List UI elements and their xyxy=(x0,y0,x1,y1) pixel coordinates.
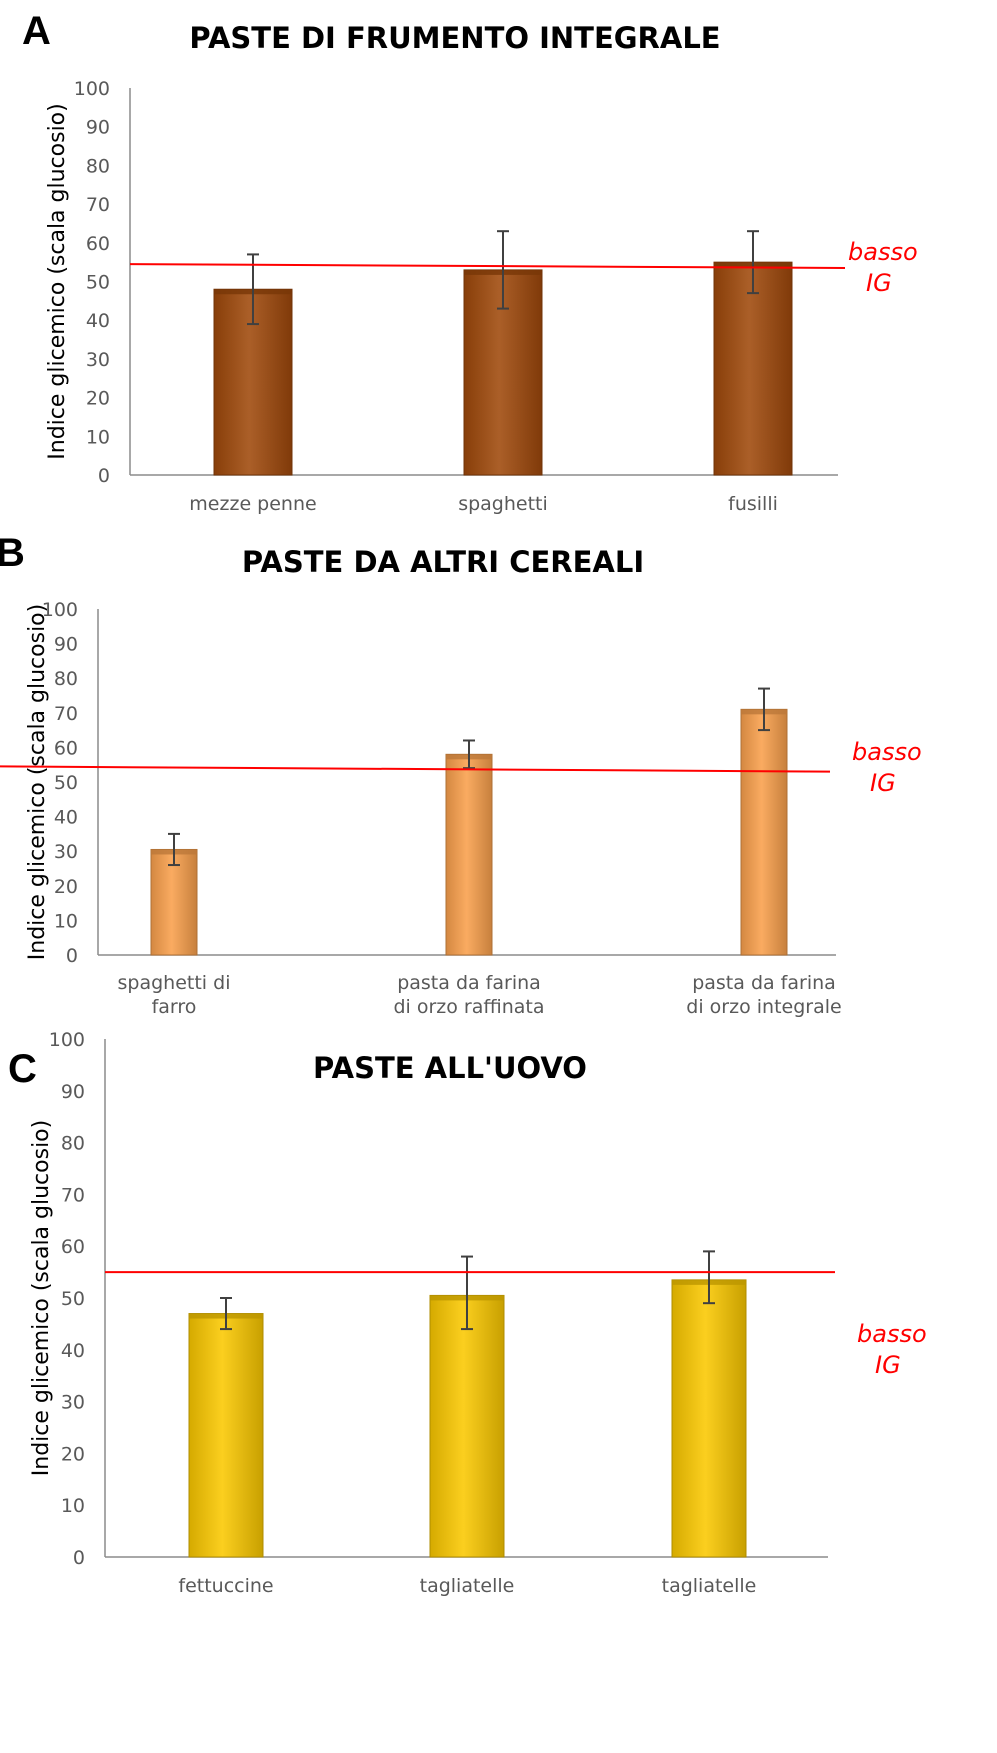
y-tick-label: 30 xyxy=(61,1392,85,1414)
category-label: mezze penne xyxy=(189,493,316,515)
y-tick-label: 20 xyxy=(86,388,110,410)
y-tick-label: 70 xyxy=(61,1184,85,1206)
reference-label: basso xyxy=(852,738,922,766)
bar xyxy=(740,708,788,956)
panel-letter: B xyxy=(0,531,25,575)
y-tick-label: 40 xyxy=(86,310,110,332)
y-tick-label: 30 xyxy=(86,349,110,371)
bar xyxy=(671,1279,747,1558)
y-tick-label: 0 xyxy=(66,945,78,967)
category-label: farro xyxy=(152,996,197,1018)
y-tick-label: 0 xyxy=(73,1547,85,1569)
y-tick-label: 0 xyxy=(98,465,110,487)
chart-title: PASTE DA ALTRI CEREALI xyxy=(242,545,644,579)
panel-letter: C xyxy=(8,1047,37,1091)
category-label: di orzo raffinata xyxy=(393,996,544,1018)
reference-label: IG xyxy=(866,269,892,297)
bar xyxy=(445,753,493,956)
y-tick-label: 100 xyxy=(42,599,78,621)
y-tick-label: 30 xyxy=(54,841,78,863)
y-tick-label: 100 xyxy=(74,78,110,100)
y-tick-label: 50 xyxy=(86,272,110,294)
reference-line xyxy=(129,263,846,269)
reference-label: IG xyxy=(870,769,896,797)
reference-label: basso xyxy=(857,1320,927,1348)
chart-panel-c: C PASTE ALL'UOVO 0 10 20 30 40 50 60 70 80 90 100 Ind… xyxy=(8,1029,927,1597)
bar xyxy=(188,1313,264,1558)
y-tick-label: 50 xyxy=(61,1288,85,1310)
y-tick-label: 10 xyxy=(61,1495,85,1517)
y-tick-label: 90 xyxy=(61,1081,85,1103)
y-tick-label: 20 xyxy=(61,1443,85,1465)
y-tick-label: 70 xyxy=(54,703,78,725)
category-label: fettuccine xyxy=(178,1575,273,1597)
category-label: tagliatelle xyxy=(662,1575,757,1597)
category-label: pasta da farina xyxy=(397,972,541,994)
chart-title: PASTE ALL'UOVO xyxy=(313,1051,587,1085)
y-tick-label: 40 xyxy=(54,807,78,829)
reference-label: basso xyxy=(848,238,918,266)
y-tick-label: 60 xyxy=(61,1236,85,1258)
y-tick-label: 10 xyxy=(54,910,78,932)
y-tick-label: 100 xyxy=(49,1029,85,1051)
reference-label: IG xyxy=(875,1351,901,1379)
category-label: fusilli xyxy=(728,493,778,515)
y-tick-label: 80 xyxy=(86,155,110,177)
y-tick-label: 70 xyxy=(86,194,110,216)
category-label: spaghetti xyxy=(458,493,548,515)
chart-panel-b: B PASTE DA ALTRI CEREALI 0 10 20 30 40 50 60 70 80… xyxy=(0,531,922,1018)
category-label: tagliatelle xyxy=(420,1575,515,1597)
y-tick-label: 60 xyxy=(86,233,110,255)
y-axis-label: Indice glicemico (scala glucosio) xyxy=(45,103,70,459)
bar xyxy=(713,261,793,476)
y-axis-label: Indice glicemico (scala glucosio) xyxy=(29,1120,54,1476)
y-axis-label: Indice glicemico (scala glucosio) xyxy=(25,604,50,960)
y-tick-label: 60 xyxy=(54,737,78,759)
y-tick-label: 90 xyxy=(86,117,110,139)
y-tick-label: 80 xyxy=(61,1133,85,1155)
reference-line xyxy=(0,765,831,773)
y-tick-label: 80 xyxy=(54,668,78,690)
category-label: di orzo integrale xyxy=(686,996,841,1018)
chart-title: PASTE DI FRUMENTO INTEGRALE xyxy=(189,21,720,55)
y-tick-label: 20 xyxy=(54,876,78,898)
panel-letter: A xyxy=(22,9,51,53)
y-tick-label: 90 xyxy=(54,634,78,656)
category-label: pasta da farina xyxy=(692,972,836,994)
chart-panel-a: A PASTE DI FRUMENTO INTEGRALE 0 10 20 30 40 50 6… xyxy=(22,9,918,515)
y-tick-label: 10 xyxy=(86,426,110,448)
y-tick-label: 50 xyxy=(54,772,78,794)
category-label: spaghetti di xyxy=(118,972,231,994)
bar xyxy=(429,1294,505,1558)
y-tick-label: 40 xyxy=(61,1340,85,1362)
